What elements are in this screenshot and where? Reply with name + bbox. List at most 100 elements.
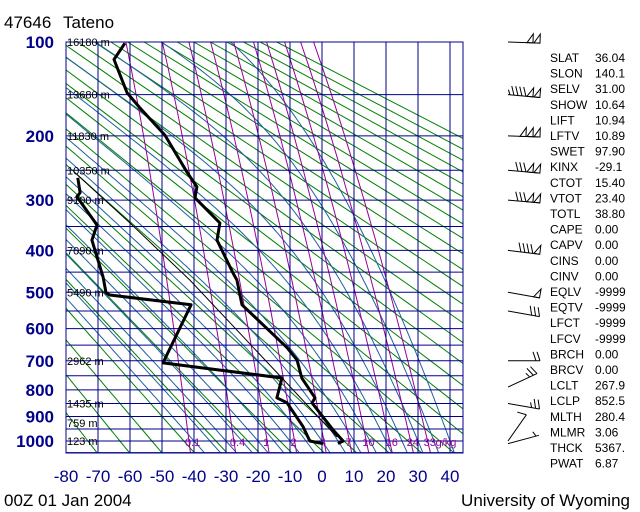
pressure-tick-label: 100 xyxy=(26,33,54,52)
wind-barbs xyxy=(507,32,542,445)
stat-value: 10.94 xyxy=(595,113,625,127)
moist-adiabat xyxy=(66,193,316,453)
stat-label: THCK xyxy=(550,441,583,455)
stat-value: 10.64 xyxy=(595,98,625,112)
height-label: 123 m xyxy=(67,436,98,448)
wind-barb xyxy=(507,398,541,410)
mixing-ratio-label: 0.1 xyxy=(185,437,200,449)
wind-flag xyxy=(532,162,542,174)
stat-value: -9999 xyxy=(595,301,626,315)
dry-adiabat xyxy=(66,69,463,365)
temperature-tick-label: -40 xyxy=(182,467,207,486)
mixing-ratio-line xyxy=(125,42,191,453)
wind-barb-full xyxy=(519,86,523,96)
mixing-ratio-label: 7 xyxy=(345,437,351,449)
moist-adiabat xyxy=(66,113,377,453)
grid xyxy=(65,41,464,454)
stat-label: BRCV xyxy=(550,363,583,377)
wind-barb-staff xyxy=(507,373,538,388)
dry-adiabat xyxy=(66,128,455,453)
stat-label: LCLP xyxy=(550,394,580,408)
wind-barb-full xyxy=(517,411,527,416)
mixing-ratio-label: 2 xyxy=(291,437,297,449)
dry-adiabat xyxy=(66,44,463,324)
stat-label: CTOT xyxy=(550,176,583,190)
stat-value: 0.00 xyxy=(595,347,619,361)
stat-value: 267.9 xyxy=(595,379,625,393)
wind-barb-full xyxy=(518,242,522,253)
dry-adiabat xyxy=(193,42,463,198)
wind-barb-full xyxy=(537,399,541,410)
height-label: 10350 m xyxy=(67,165,110,177)
stat-label: CINV xyxy=(550,269,579,283)
stat-value: 0.00 xyxy=(595,223,619,237)
height-label: 9100 m xyxy=(67,195,104,207)
mixing-ratio-label: 0.4 xyxy=(230,437,245,449)
observation-time: 00Z 01 Jan 2004 xyxy=(4,491,132,510)
stat-label: EQTV xyxy=(550,301,583,315)
mixing-ratio-label: 33 xyxy=(424,437,436,449)
stat-value: 15.40 xyxy=(595,176,625,190)
moist-adiabat xyxy=(66,86,393,453)
wind-barb xyxy=(507,85,542,98)
wind-barb-full xyxy=(519,191,523,202)
wind-flag xyxy=(532,86,542,98)
pressure-tick-label: 900 xyxy=(26,407,54,426)
wind-barb-staff xyxy=(507,402,540,410)
stat-label: VTOT xyxy=(550,191,582,205)
pressure-tick-label: 700 xyxy=(26,352,54,371)
dry-adiabat xyxy=(66,227,292,453)
stat-label: CAPV xyxy=(550,238,583,252)
dry-adiabat xyxy=(176,42,463,211)
pressure-tick-label: 500 xyxy=(26,283,54,302)
stat-label: BRCH xyxy=(550,347,584,361)
dry-adiabat xyxy=(110,42,463,271)
moist-adiabat xyxy=(66,56,408,453)
wind-flag xyxy=(526,32,534,44)
profiles xyxy=(74,42,345,446)
dry-adiabat xyxy=(127,42,463,255)
wind-flag xyxy=(533,126,541,138)
height-label: 759 m xyxy=(67,418,98,430)
wind-barb-full xyxy=(526,368,534,376)
wind-barb xyxy=(507,242,542,255)
temperature-tick-label: -30 xyxy=(214,467,239,486)
stat-label: LFCT xyxy=(550,316,581,330)
stat-value: 36.04 xyxy=(595,51,625,65)
moist-adiabat xyxy=(66,136,362,453)
stat-label: LCLT xyxy=(550,379,579,393)
mixing-ratio-label: 24 xyxy=(407,437,419,449)
wind-barb-half xyxy=(525,372,531,378)
stat-value: 280.4 xyxy=(595,410,625,424)
pressure-tick-label: 400 xyxy=(26,241,54,260)
stat-value: 0.00 xyxy=(595,254,619,268)
dry-adiabat xyxy=(66,307,195,453)
wind-barb xyxy=(507,191,542,204)
pressure-tick-label: 200 xyxy=(26,127,54,146)
wind-flag xyxy=(525,161,535,174)
dry-adiabat xyxy=(66,204,325,453)
wind-barb-full xyxy=(523,192,527,202)
moist-adiabat xyxy=(66,176,331,453)
temperature-tick-label: 0 xyxy=(317,467,326,486)
wind-flag xyxy=(532,192,542,204)
height-label: 11830 m xyxy=(67,131,109,143)
wind-barb xyxy=(507,287,542,299)
background-lines xyxy=(66,42,463,453)
wind-barb-full xyxy=(515,191,519,202)
stat-value: -29.1 xyxy=(595,160,623,174)
stat-label: CAPE xyxy=(550,223,583,237)
height-label: 13680 m xyxy=(67,90,110,102)
source-credit: University of Wyoming xyxy=(461,491,630,510)
wind-barb-full xyxy=(515,86,519,96)
pressure-tick-label: 600 xyxy=(26,320,54,339)
stat-value: 38.80 xyxy=(595,207,625,221)
dry-adiabat xyxy=(66,183,357,453)
dry-adiabat xyxy=(143,42,463,239)
stat-value: 97.90 xyxy=(595,145,625,159)
parcel-line xyxy=(74,172,338,438)
dry-adiabat xyxy=(66,82,463,387)
station-id: 47646 xyxy=(4,13,51,32)
dewpoint-line xyxy=(75,177,324,446)
